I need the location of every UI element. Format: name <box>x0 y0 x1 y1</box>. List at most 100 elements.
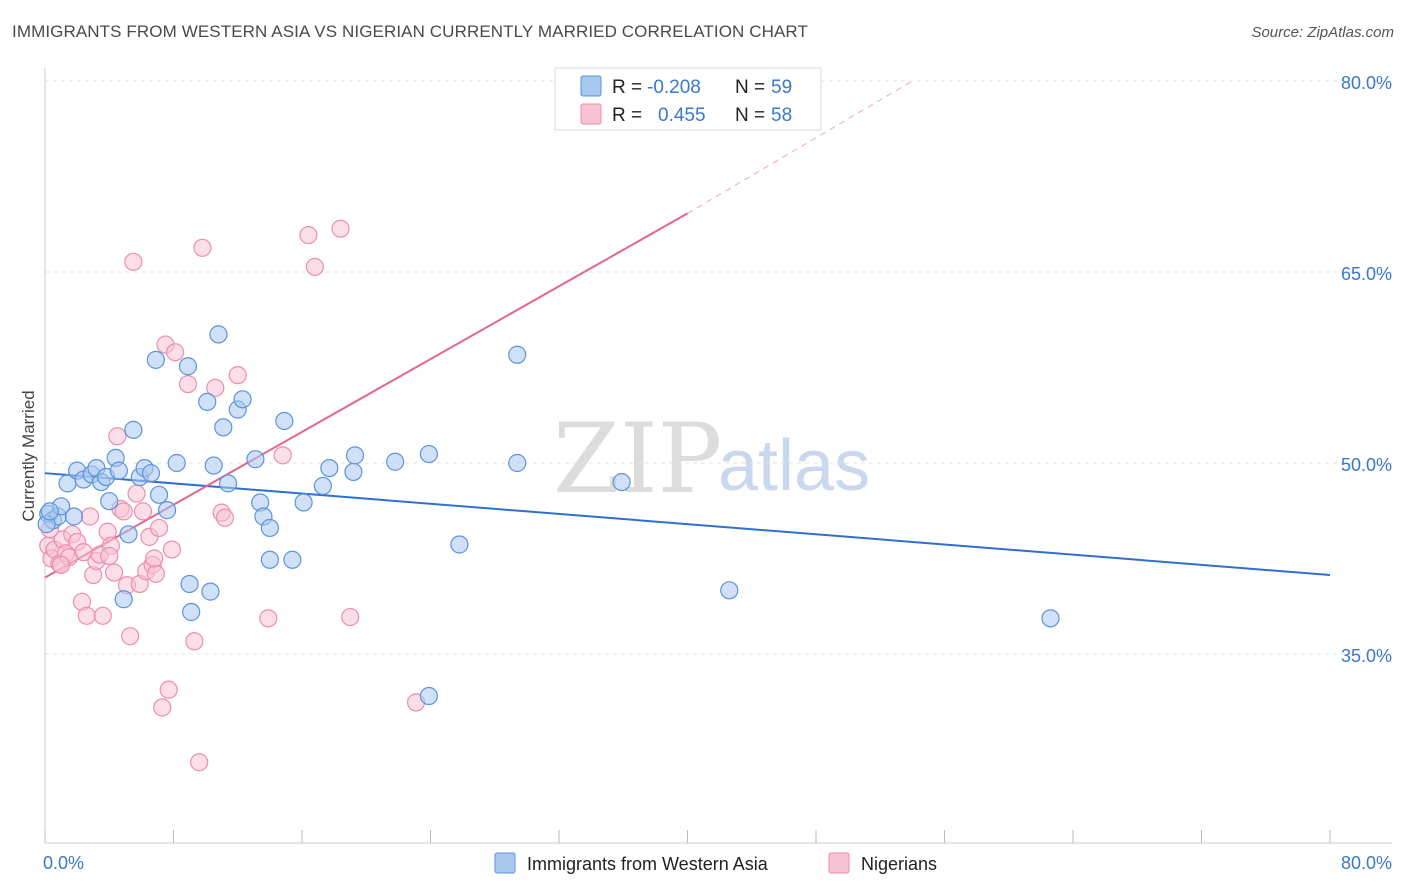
point-nigerians <box>273 446 292 465</box>
point-nigerians <box>77 606 96 625</box>
point-nigerians <box>108 427 127 446</box>
source-label: Source: ZipAtlas.com <box>1251 24 1394 41</box>
point-western-asia <box>157 501 177 520</box>
point-nigerians <box>331 219 350 238</box>
point-western-asia <box>109 461 128 480</box>
trend-line-western-asia <box>44 472 1331 577</box>
point-nigerians <box>159 680 178 699</box>
point-nigerians <box>74 543 93 562</box>
point-nigerians <box>185 632 204 651</box>
point-nigerians <box>166 343 185 362</box>
point-western-asia <box>182 602 201 622</box>
point-nigerians <box>145 549 164 568</box>
point-nigerians <box>149 518 169 538</box>
point-western-asia <box>146 350 165 369</box>
legend-r-label-2: R = <box>612 105 642 126</box>
point-western-asia <box>209 325 228 344</box>
y-tick-label: 50.0% <box>1341 455 1392 475</box>
point-nigerians <box>299 225 318 245</box>
axes <box>44 68 1392 844</box>
point-western-asia <box>275 411 294 431</box>
point-nigerians <box>146 564 165 583</box>
point-nigerians <box>215 508 234 527</box>
bottom-legend-swatch-blue <box>494 852 516 874</box>
y-tick-label: 80.0% <box>1341 73 1392 93</box>
legend-n-label-2: N = <box>735 105 765 126</box>
chart-title: IMMIGRANTS FROM WESTERN ASIA VS NIGERIAN… <box>12 22 808 41</box>
point-nigerians <box>127 484 146 503</box>
point-western-asia <box>178 357 198 376</box>
point-western-asia <box>386 452 405 471</box>
legend-n-label-1: N = <box>735 77 765 98</box>
bottom-legend-swatch-pink <box>828 852 850 874</box>
point-western-asia <box>345 446 365 465</box>
legend-swatch-blue <box>580 75 602 97</box>
point-western-asia <box>419 686 438 706</box>
point-western-asia <box>508 345 527 364</box>
point-western-asia <box>141 464 161 483</box>
point-nigerians <box>206 378 225 397</box>
legend-r-label-1: R = <box>612 77 642 98</box>
point-western-asia <box>124 420 143 439</box>
point-nigerians <box>114 502 133 521</box>
point-nigerians <box>341 607 360 627</box>
point-western-asia <box>508 453 527 473</box>
point-nigerians <box>153 698 172 717</box>
point-western-asia <box>344 462 363 482</box>
point-western-asia <box>450 535 469 554</box>
point-nigerians <box>121 627 140 646</box>
point-western-asia <box>260 550 279 569</box>
point-western-asia <box>233 390 252 409</box>
point-western-asia <box>612 473 631 492</box>
point-nigerians <box>162 540 181 559</box>
point-western-asia <box>64 507 84 526</box>
tick-labels: 35.0% 50.0% 65.0% 80.0% 0.0% 80.0% <box>43 73 1392 873</box>
watermark-zip: ZIP <box>553 403 722 515</box>
trend-line-nigerians <box>44 212 688 579</box>
point-western-asia <box>180 574 199 594</box>
point-nigerians <box>305 257 324 277</box>
point-nigerians <box>178 374 198 394</box>
point-nigerians <box>51 555 71 574</box>
legend-n-value-2: 58 <box>771 105 792 126</box>
point-nigerians <box>104 563 124 582</box>
point-western-asia <box>720 581 739 600</box>
point-western-asia <box>246 450 265 469</box>
point-western-asia <box>419 444 438 464</box>
y-tick-label: 35.0% <box>1341 646 1392 666</box>
point-nigerians <box>80 507 100 526</box>
legend-swatch-pink <box>580 103 602 125</box>
point-nigerians <box>133 502 153 521</box>
point-western-asia <box>198 392 217 411</box>
point-nigerians <box>228 366 247 385</box>
series-legend: Immigrants from Western Asia Nigerians <box>494 852 937 874</box>
y-axis-label: Currently Married <box>19 390 38 521</box>
point-western-asia <box>204 456 223 475</box>
y-tick-label: 65.0% <box>1341 264 1392 284</box>
x-tick-label: 80.0% <box>1341 853 1392 873</box>
legend-r-value-1: -0.208 <box>647 77 701 98</box>
trend-lines <box>44 80 1331 579</box>
watermark-atlas: atlas <box>718 426 870 506</box>
point-western-asia <box>283 550 302 569</box>
legend-r-value-2: 0.455 <box>658 105 706 126</box>
point-western-asia <box>40 502 59 521</box>
point-western-asia <box>100 492 119 511</box>
point-nigerians <box>193 238 212 257</box>
data-points <box>37 219 1060 772</box>
point-nigerians <box>259 609 278 628</box>
point-western-asia <box>313 476 332 496</box>
point-nigerians <box>93 606 112 625</box>
stats-legend: R = -0.208 N = 59 R = 0.455 N = 58 <box>554 67 822 131</box>
point-western-asia <box>260 518 279 538</box>
bottom-legend-label-2: Nigerians <box>861 854 937 874</box>
point-western-asia <box>219 474 238 493</box>
legend-n-value-1: 59 <box>771 77 792 98</box>
grid-lines <box>45 80 1392 655</box>
point-western-asia <box>214 418 233 437</box>
point-western-asia <box>201 582 220 601</box>
point-western-asia <box>320 458 339 478</box>
point-nigerians <box>100 546 119 566</box>
point-nigerians <box>190 753 209 772</box>
